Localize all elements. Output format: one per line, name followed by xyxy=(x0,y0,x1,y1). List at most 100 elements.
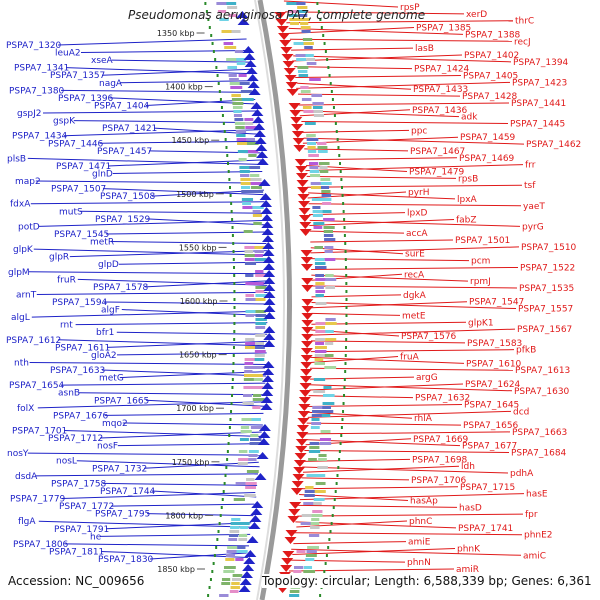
gc-dot xyxy=(230,210,233,213)
feature-block xyxy=(317,150,328,153)
feature-block xyxy=(293,570,302,573)
gc-dot xyxy=(219,98,222,101)
feature-block xyxy=(237,150,248,153)
gene-arrow-minus xyxy=(261,389,274,396)
gene-label-right: fruA xyxy=(400,353,420,363)
feature-block xyxy=(250,178,262,181)
gene-arrow-minus xyxy=(254,473,267,480)
connector-left xyxy=(28,271,268,275)
gene-arrow-plus xyxy=(295,173,308,180)
feature-block xyxy=(231,582,240,585)
gene-arrow-plus xyxy=(287,516,300,523)
feature-block xyxy=(255,282,265,285)
feature-block xyxy=(239,166,252,169)
feature-block xyxy=(244,358,257,361)
feature-block xyxy=(297,6,308,9)
feature-block xyxy=(241,190,253,193)
feature-block xyxy=(306,58,316,61)
feature-block xyxy=(313,114,325,117)
feature-block xyxy=(321,190,331,193)
gene-label-right: PSPA7_1402 xyxy=(464,51,519,61)
gc-dot xyxy=(345,306,348,309)
connector-left xyxy=(73,120,258,124)
gene-label-right: PSPA7_1479 xyxy=(409,167,465,177)
feature-block xyxy=(319,166,328,169)
feature-block xyxy=(310,182,322,185)
connector-right xyxy=(288,27,464,35)
feature-block xyxy=(242,402,254,405)
feature-block xyxy=(317,146,328,149)
gc-dot xyxy=(331,98,334,101)
gene-arrow-plus xyxy=(300,369,313,376)
feature-block xyxy=(245,314,255,317)
gene-label-left: metG xyxy=(99,374,124,384)
feature-block xyxy=(236,134,246,137)
gene-arrow-plus xyxy=(295,166,308,173)
feature-tracks xyxy=(204,2,348,597)
gene-arrow-minus xyxy=(259,193,272,200)
feature-block xyxy=(240,90,252,93)
gene-arrow-minus xyxy=(258,431,271,438)
gene-arrow-plus xyxy=(293,145,306,152)
gene-label-right: rpsB xyxy=(458,174,478,184)
connector-left xyxy=(116,331,268,335)
gene-arrow-minus xyxy=(254,137,267,144)
gene-label-left: metR xyxy=(90,238,114,248)
feature-block xyxy=(314,358,324,361)
feature-block xyxy=(317,142,327,145)
gc-dot xyxy=(233,322,236,325)
gc-dot xyxy=(214,58,217,61)
feature-block xyxy=(315,302,327,305)
feature-block xyxy=(301,30,311,33)
gene-label-left: nth xyxy=(14,358,29,368)
feature-block xyxy=(310,526,320,529)
gc-dot xyxy=(215,66,218,69)
connector-right xyxy=(295,521,457,529)
gc-dot xyxy=(316,2,319,5)
feature-block xyxy=(233,114,243,117)
connector-right xyxy=(307,184,523,188)
gc-dot xyxy=(223,482,226,485)
feature-block xyxy=(310,174,321,177)
gene-arrow-plus xyxy=(301,306,314,313)
feature-block xyxy=(311,514,323,517)
gene-label-right: pyrG xyxy=(522,222,544,232)
connector-right xyxy=(298,102,510,106)
gene-arrow-plus xyxy=(298,201,311,208)
gene-label-right: fabZ xyxy=(456,215,477,225)
gene-label-right: PSPA7_1656 xyxy=(463,421,519,431)
feature-block xyxy=(238,538,248,541)
gc-dot xyxy=(223,130,226,133)
gene-label-left: PSPA7_1508 xyxy=(100,192,156,202)
gc-dot xyxy=(232,250,235,253)
feature-block xyxy=(297,70,308,73)
feature-block xyxy=(309,446,320,449)
gene-label-right: PSPA7_1630 xyxy=(514,387,570,397)
feature-block xyxy=(250,182,262,185)
gene-label-right: PSPA7_1510 xyxy=(521,243,577,253)
connector-left xyxy=(78,392,265,396)
connector-right xyxy=(310,340,466,344)
gc-dot xyxy=(343,234,346,237)
feature-block xyxy=(255,314,267,317)
gene-label-left: PSPA7_1772 xyxy=(59,502,114,512)
feature-block xyxy=(254,254,263,257)
gene-label-left: PSPA7_1654 xyxy=(9,381,65,391)
gene-label-right: metE xyxy=(402,311,426,321)
feature-block xyxy=(225,554,235,557)
feature-block xyxy=(304,122,316,125)
feature-block xyxy=(319,442,332,445)
gene-arrow-plus xyxy=(288,509,301,516)
connector-left xyxy=(27,157,261,165)
connector-left xyxy=(57,38,247,46)
gene-arrow-minus xyxy=(260,207,273,214)
connector-left xyxy=(60,382,266,386)
gene-label-left: PSPA7_1665 xyxy=(94,396,149,406)
gene-arrow-plus xyxy=(301,299,314,306)
gc-dot xyxy=(211,570,214,573)
feature-block xyxy=(244,250,254,253)
connector-left xyxy=(75,322,268,326)
kbp-tick-label: 1650 kbp xyxy=(179,351,217,360)
gene-arrow-plus xyxy=(297,411,310,418)
connector-right xyxy=(311,285,518,289)
